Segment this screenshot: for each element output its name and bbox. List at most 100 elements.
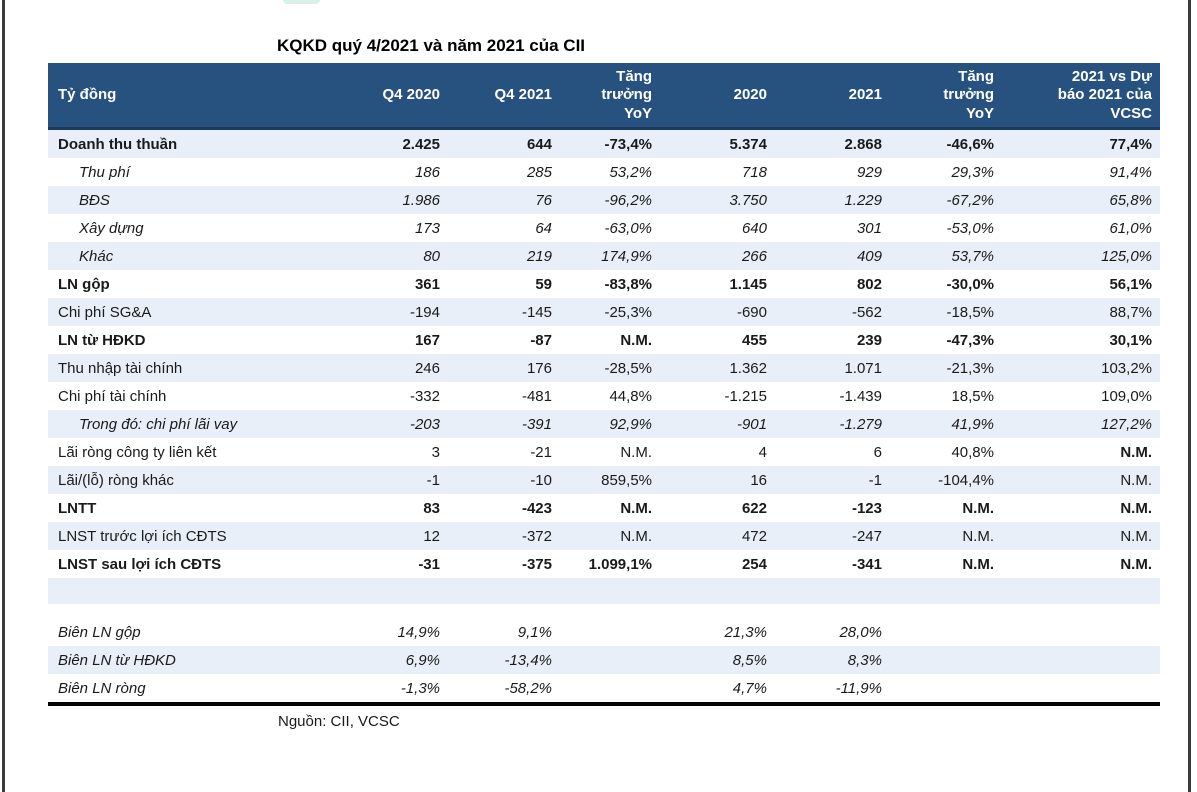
cell: -372 [521, 527, 552, 545]
row-label: BĐS [79, 191, 110, 209]
cell: 2.868 [844, 135, 882, 153]
cell: 3 [431, 443, 440, 461]
cell [775, 578, 890, 604]
col-header: Q4 2021 [448, 63, 560, 131]
cell: 91,4% [1109, 163, 1152, 181]
header-row: Tỷ đồng Q4 2020 Q4 2021 Tăng trưởng YoY 2020… [48, 63, 1160, 131]
cell: 6 [873, 443, 882, 461]
row-label: Biên LN ròng [58, 679, 146, 697]
cell: 167 [414, 331, 440, 349]
table-row: Lãi/(lỗ) ròng khác -1 -10 859,5% 16 -1 -104,4%… [48, 466, 1160, 495]
cell: 16 [750, 471, 767, 489]
cell: N.M. [962, 499, 994, 517]
cell: 2.425 [402, 135, 440, 153]
cell: 76 [535, 191, 552, 209]
cell [890, 646, 1002, 674]
cell [333, 578, 448, 604]
row-label: LNST trước lợi ích CĐTS [58, 527, 227, 545]
cell: N.M. [1120, 471, 1152, 489]
cell: 56,1% [1109, 275, 1152, 293]
cell: -1.279 [839, 415, 882, 433]
cell: -63,0% [604, 219, 652, 237]
cell: 266 [741, 247, 767, 265]
kqkd-table: Tỷ đồng Q4 2020 Q4 2021 Tăng trưởng YoY 2020… [48, 63, 1160, 707]
cell: -11,9% [835, 679, 882, 697]
cell: 472 [741, 527, 767, 545]
cell: -481 [521, 387, 552, 405]
cell: 622 [741, 499, 767, 517]
cell: 40,8% [951, 443, 994, 461]
row-label: Khác [79, 247, 114, 265]
cell: 239 [856, 331, 882, 349]
cell: 65,8% [1109, 191, 1152, 209]
cell: -96,2% [604, 191, 652, 209]
cell: 1.071 [844, 359, 882, 377]
cell: 64 [535, 219, 552, 237]
cell: -391 [521, 415, 552, 433]
cell: -341 [851, 555, 882, 573]
row-label: Lãi ròng công ty liên kết [58, 443, 217, 461]
col-header: 2021 [775, 63, 890, 131]
cell: 53,2% [609, 163, 652, 181]
cell: 455 [741, 331, 767, 349]
cell: 4,7% [732, 679, 767, 697]
cell: 5.374 [729, 135, 767, 153]
cell: 1.986 [402, 191, 440, 209]
cell: -46,6% [946, 135, 994, 153]
row-label: Xây dựng [79, 219, 144, 237]
cell: 125,0% [1101, 247, 1152, 265]
col-header: Tăng trưởng YoY [890, 63, 1002, 131]
cell: 285 [526, 163, 552, 181]
cell [1002, 646, 1160, 674]
cell: -1 [426, 471, 440, 489]
row-label: LNTT [58, 499, 97, 517]
cell: 18,5% [951, 387, 994, 405]
table-title: KQKD quý 4/2021 và năm 2021 của CII [277, 36, 586, 55]
cell: 92,9% [609, 415, 652, 433]
cell: N.M. [620, 443, 652, 461]
cell: 254 [741, 555, 767, 573]
cell: 14,9% [397, 623, 440, 641]
cell: 859,5% [601, 471, 652, 489]
cell: 83 [423, 499, 440, 517]
table-row: Xây dựng 173 64 -63,0% 640 301 -53,0% 61,0% [48, 214, 1160, 242]
cell: 41,9% [951, 415, 994, 433]
page-left-border [2, 0, 5, 792]
cell: -83,8% [604, 275, 652, 293]
cell: 1.362 [729, 359, 767, 377]
cell: 29,3% [951, 163, 994, 181]
cell: -18,5% [946, 303, 994, 321]
cell: -123 [851, 499, 882, 517]
cell: 44,8% [609, 387, 652, 405]
cell: 8,3% [847, 651, 882, 669]
col-header: 2021 vs Dự báo 2021 của VCSC [1002, 63, 1160, 131]
cell [890, 604, 1002, 618]
cell: 219 [526, 247, 552, 265]
cell: 3.750 [729, 191, 767, 209]
row-label: LN gộp [58, 275, 110, 293]
cell: -332 [409, 387, 440, 405]
row-label: Thu phí [79, 163, 130, 181]
cell: -247 [851, 527, 882, 545]
cell [560, 618, 660, 646]
cell: 929 [856, 163, 882, 181]
cell [890, 618, 1002, 646]
cell: -53,0% [946, 219, 994, 237]
table-row: LNTT 83 -423 N.M. 622 -123 N.M. N.M. [48, 494, 1160, 522]
cell: -203 [409, 415, 440, 433]
col-header: Tăng trưởng YoY [560, 63, 660, 131]
table-body: Doanh thu thuần 2.425 644 -73,4% 5.374 2.868-… [48, 128, 1160, 705]
cell: 9,1% [517, 623, 552, 641]
cell: -1 [868, 471, 882, 489]
cell: 77,4% [1109, 135, 1152, 153]
page-right-border [1188, 0, 1191, 792]
cell: 301 [856, 219, 882, 237]
cell: 59 [535, 275, 552, 293]
cell: 246 [414, 359, 440, 377]
cell: -30,0% [946, 275, 994, 293]
row-label: Thu nhập tài chính [58, 359, 183, 377]
cell: -1,3% [400, 679, 440, 697]
cell: -1.215 [724, 387, 767, 405]
cell [775, 604, 890, 618]
table-row: Chi phí SG&A -194 -145 -25,3% -690 -562 -18,5%… [48, 298, 1160, 327]
